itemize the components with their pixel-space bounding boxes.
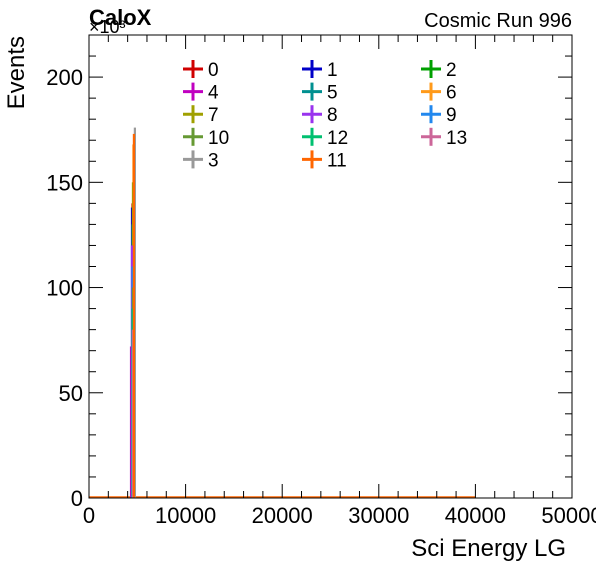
legend-entry-9: 9 <box>421 105 457 126</box>
x-tick-label: 40000 <box>445 503 506 528</box>
legend-label: 13 <box>446 128 467 149</box>
legend-entry-12: 12 <box>302 127 348 149</box>
brand-label: CaloX <box>89 5 152 30</box>
y-tick-label: 150 <box>46 170 83 195</box>
legend-label: 1 <box>327 60 338 81</box>
y-tick-label: 200 <box>46 65 83 90</box>
legend-entry-11: 11 <box>302 150 347 171</box>
chart-title: Cosmic Run 996 <box>424 10 572 32</box>
histogram-peak-11 <box>132 133 136 498</box>
x-tick-label: 20000 <box>252 503 313 528</box>
legend-entry-6: 6 <box>421 82 457 104</box>
legend-label: 4 <box>208 83 219 104</box>
y-tick-label: 100 <box>46 276 83 301</box>
legend-label: 9 <box>446 105 457 126</box>
legend-label: 7 <box>208 105 219 126</box>
legend-label: 10 <box>208 128 229 149</box>
legend-entry-1: 1 <box>302 60 338 81</box>
legend-entry-8: 8 <box>302 105 338 126</box>
y-axis-title: Events <box>3 36 30 109</box>
plot-content <box>89 127 476 498</box>
legend-label: 2 <box>446 60 457 81</box>
legend-entry-3: 3 <box>183 150 219 171</box>
legend-entry-13: 13 <box>421 127 467 149</box>
legend-entry-5: 5 <box>302 82 338 104</box>
legend-entry-4: 4 <box>183 82 219 104</box>
legend-label: 8 <box>327 105 338 126</box>
x-tick-label: 0 <box>83 503 95 528</box>
legend-entry-7: 7 <box>183 105 219 126</box>
x-tick-label: 30000 <box>348 503 409 528</box>
legend-entry-0: 0 <box>183 60 219 81</box>
legend-label: 0 <box>208 60 219 81</box>
x-axis-title: Sci Energy LG <box>411 535 566 562</box>
y-tick-label: 0 <box>71 486 83 511</box>
legend-label: 6 <box>446 83 457 104</box>
legend-label: 12 <box>327 128 348 149</box>
y-multiplier-label: ×10³ <box>89 17 126 37</box>
legend-label: 3 <box>208 150 219 171</box>
legend-label: 11 <box>327 150 347 171</box>
legend: 0 1 24 5 67 8 910 12 133 11 <box>183 60 467 171</box>
legend-entry-10: 10 <box>183 127 229 149</box>
legend-entry-2: 2 <box>421 60 457 81</box>
y-tick-label: 50 <box>59 381 83 406</box>
axes: 01000020000300004000050000050100150200 <box>46 34 596 528</box>
legend-label: 5 <box>327 83 338 104</box>
x-tick-label: 10000 <box>155 503 216 528</box>
